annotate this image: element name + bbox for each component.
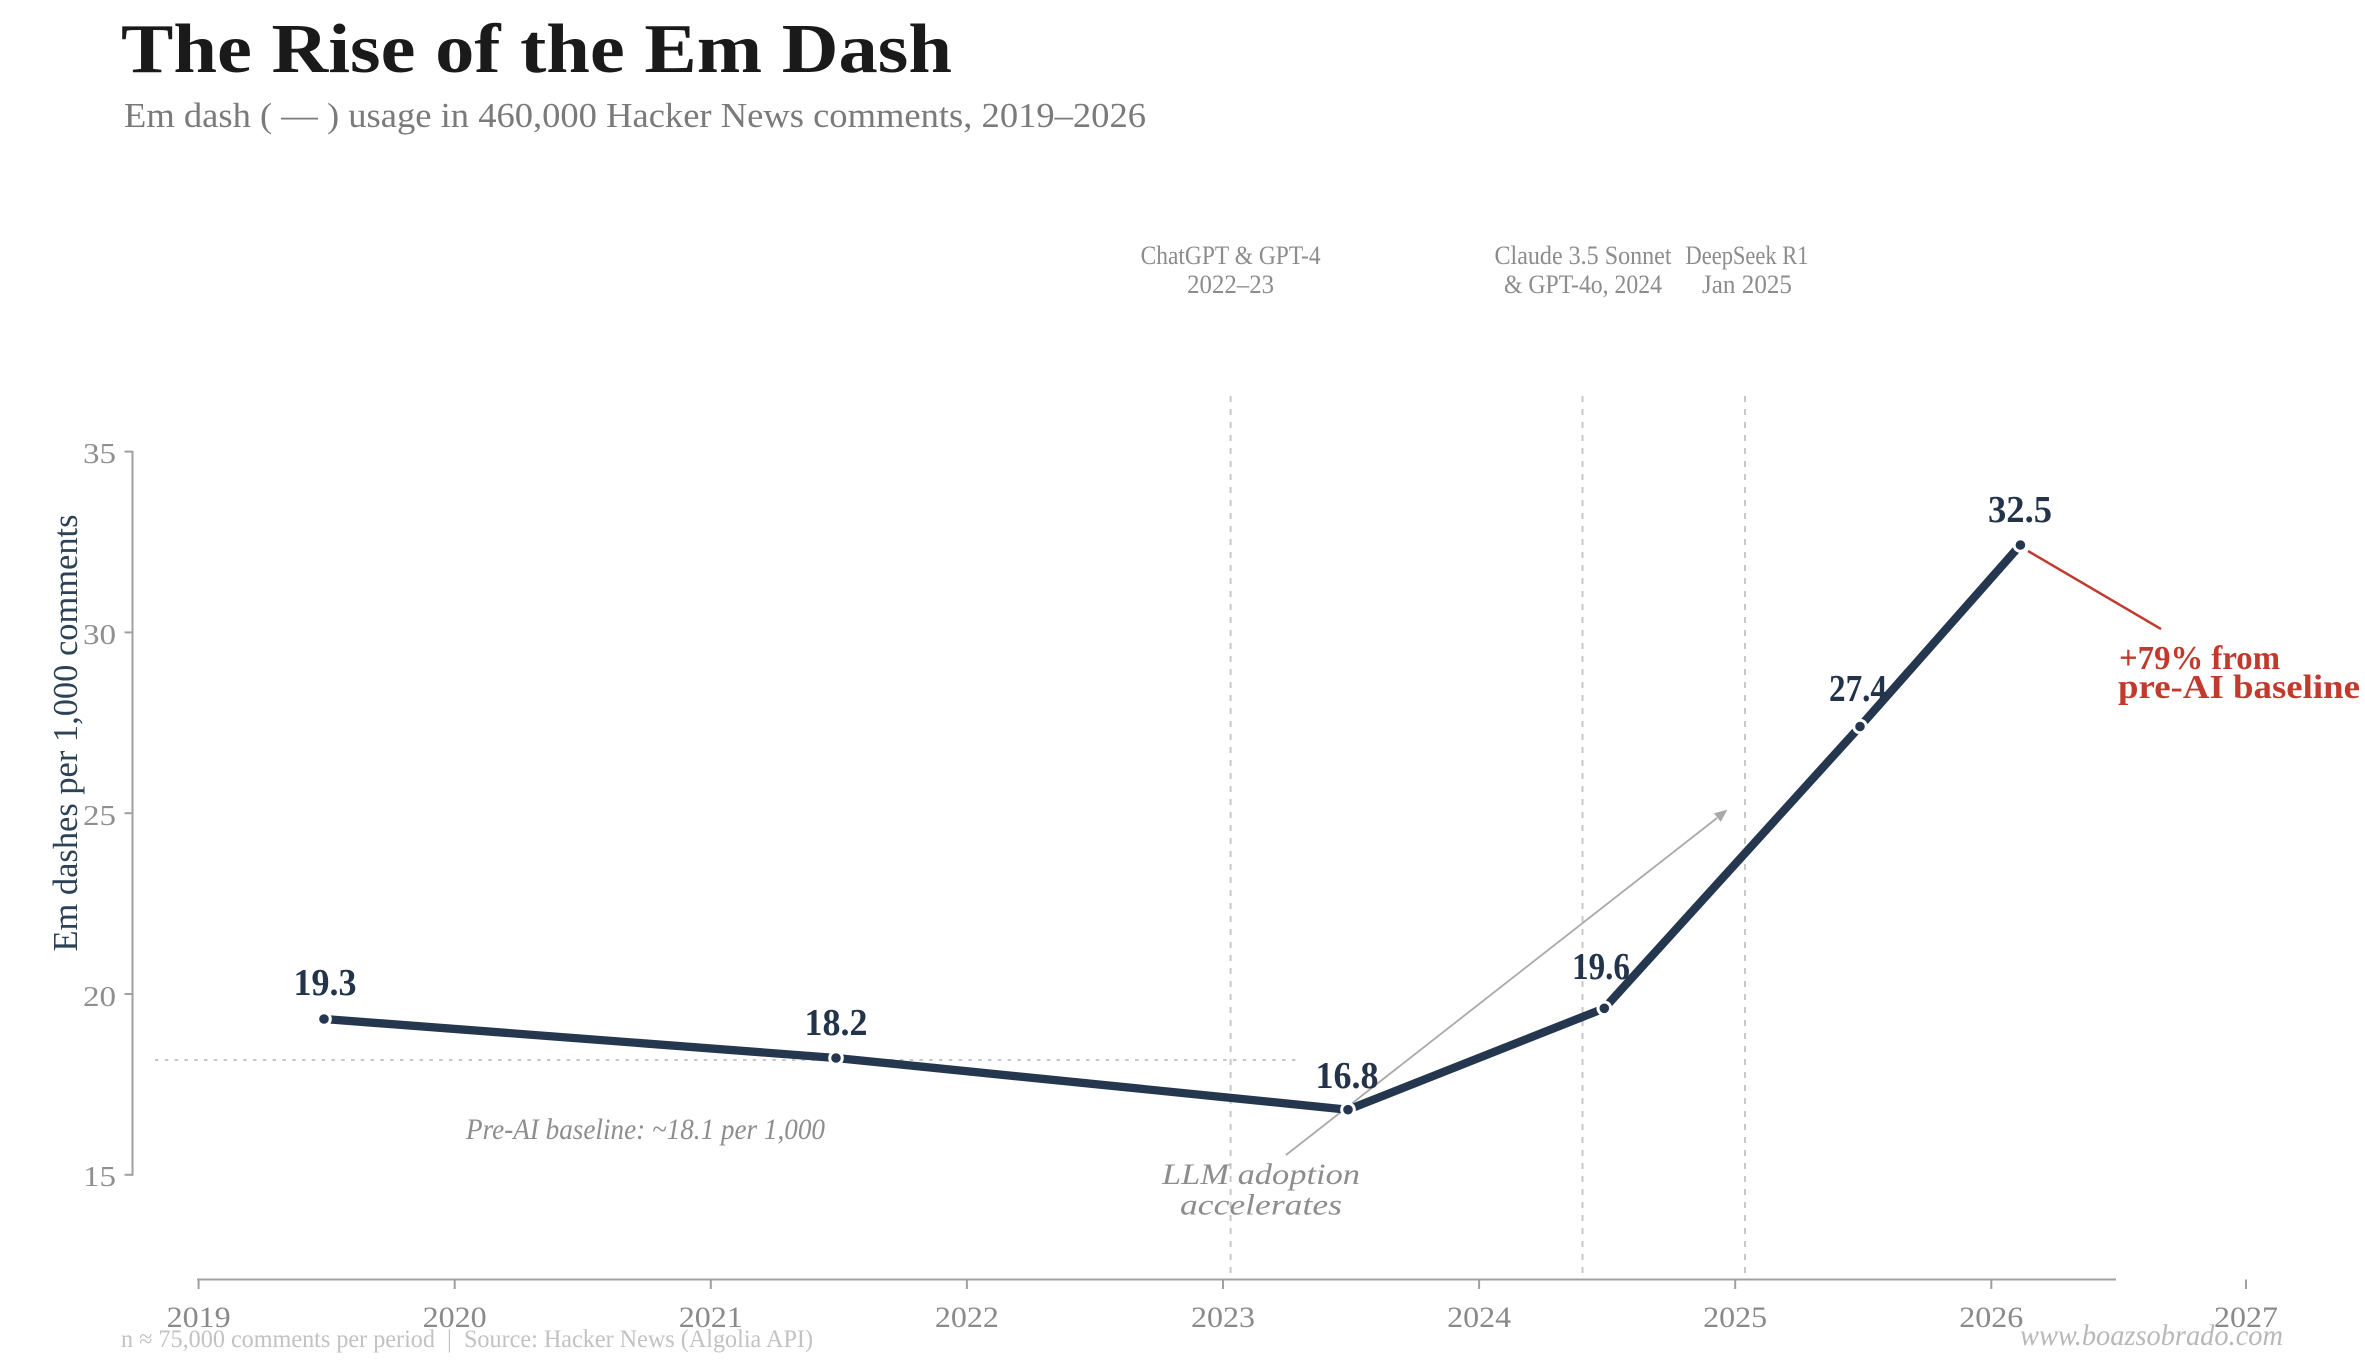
svg-text:Em dashes per 1,000 comments: Em dashes per 1,000 comments	[46, 515, 85, 952]
svg-text:19.6: 19.6	[1572, 946, 1630, 988]
svg-text:n ≈ 75,000 comments per period: n ≈ 75,000 comments per period | Source:…	[121, 1326, 813, 1353]
svg-text:30: 30	[83, 620, 116, 651]
svg-text:Jan 2025: Jan 2025	[1702, 270, 1792, 299]
svg-text:20: 20	[83, 982, 116, 1013]
svg-text:2022–23: 2022–23	[1187, 270, 1274, 299]
svg-text:pre-AI baseline: pre-AI baseline	[2118, 669, 2360, 706]
svg-text:15: 15	[83, 1162, 116, 1193]
svg-text:35: 35	[83, 439, 116, 470]
svg-text:The Rise of the Em Dash: The Rise of the Em Dash	[121, 11, 952, 88]
svg-text:Pre-AI baseline: ~18.1 per 1,0: Pre-AI baseline: ~18.1 per 1,000	[465, 1113, 825, 1146]
svg-text:2027: 2027	[2214, 1301, 2278, 1334]
svg-text:DeepSeek R1: DeepSeek R1	[1686, 241, 1809, 270]
svg-text:accelerates: accelerates	[1180, 1189, 1342, 1222]
svg-text:Claude 3.5 Sonnet: Claude 3.5 Sonnet	[1495, 241, 1673, 270]
svg-text:2025: 2025	[1703, 1301, 1767, 1334]
svg-text:2019: 2019	[167, 1301, 231, 1334]
svg-text:+79% from: +79% from	[2119, 640, 2280, 677]
svg-text:19.3: 19.3	[294, 962, 357, 1004]
svg-text:2024: 2024	[1447, 1301, 1511, 1334]
svg-text:2021: 2021	[679, 1301, 743, 1334]
svg-text:18.2: 18.2	[805, 1002, 868, 1044]
svg-text:& GPT-4o, 2024: & GPT-4o, 2024	[1504, 270, 1662, 299]
svg-text:32.5: 32.5	[1988, 489, 2052, 531]
svg-text:2022: 2022	[935, 1301, 999, 1334]
svg-text:2020: 2020	[423, 1301, 487, 1334]
svg-text:2026: 2026	[1959, 1301, 2023, 1334]
svg-text:LLM adoption: LLM adoption	[1161, 1158, 1360, 1191]
svg-text:www.boazsobrado.com: www.boazsobrado.com	[2020, 1319, 2283, 1352]
svg-text:Em dash ( — ) usage in 460,000: Em dash ( — ) usage in 460,000 Hacker Ne…	[124, 96, 1146, 135]
svg-text:25: 25	[83, 801, 116, 832]
svg-text:ChatGPT & GPT-4: ChatGPT & GPT-4	[1141, 241, 1321, 270]
svg-text:2023: 2023	[1191, 1301, 1255, 1334]
svg-text:16.8: 16.8	[1316, 1055, 1379, 1097]
svg-text:27.4: 27.4	[1829, 668, 1887, 710]
